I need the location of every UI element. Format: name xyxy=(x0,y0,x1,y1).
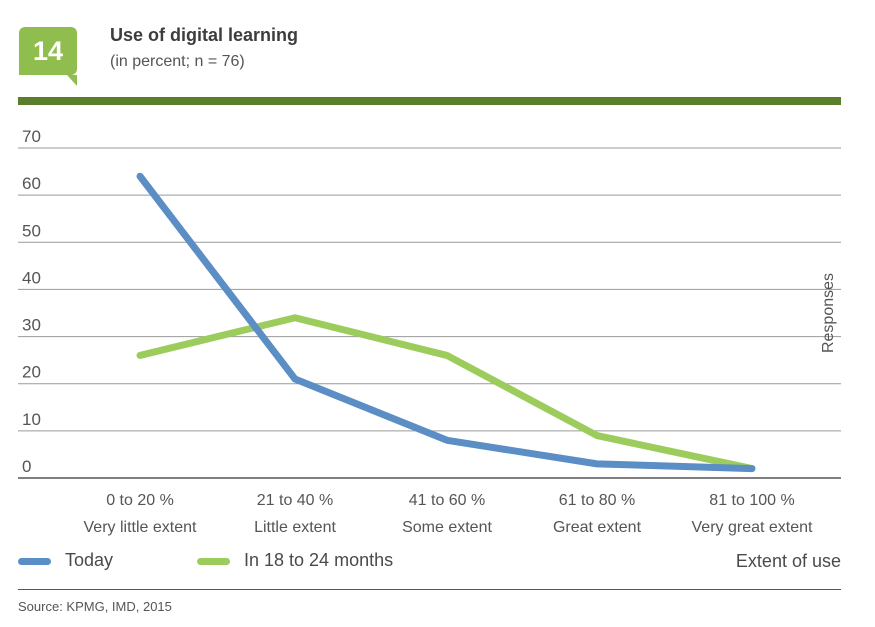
source-note: Source: KPMG, IMD, 2015 xyxy=(18,599,172,614)
legend-label-today: Today xyxy=(65,550,114,570)
chart-subtitle: (in percent; n = 76) xyxy=(110,53,245,70)
header-divider xyxy=(18,97,841,105)
y-tick-label-40: 40 xyxy=(22,268,41,287)
series-line-today xyxy=(136,172,756,473)
chart-title: Use of digital learning xyxy=(110,25,299,45)
x-tick-label-2: 41 to 60 % xyxy=(409,492,486,509)
x-axis-title: Extent of use xyxy=(735,551,841,571)
legend-label-future: In 18 to 24 months xyxy=(244,550,394,570)
y-axis-title: Responses xyxy=(820,273,837,353)
y-tick-label-20: 20 xyxy=(22,363,41,382)
x-tick-sublabel-2: Some extent xyxy=(402,519,492,536)
legend-item-today: Today xyxy=(18,550,113,571)
y-tick-label-60: 60 xyxy=(22,174,41,193)
x-tick-sublabel-0: Very little extent xyxy=(84,519,198,536)
x-tick-sublabel-1: Little extent xyxy=(254,519,336,536)
legend-swatch-today xyxy=(18,557,51,565)
x-tick-label-4: 81 to 100 % xyxy=(709,492,794,509)
series-line-future xyxy=(136,314,756,473)
y-tick-label-10: 10 xyxy=(22,410,41,429)
x-tick-sublabel-3: Great extent xyxy=(553,519,642,536)
legend-swatch-future xyxy=(197,557,230,565)
footer-divider xyxy=(18,589,841,590)
x-tick-sublabel-4: Very great extent xyxy=(692,519,814,536)
x-tick-label-3: 61 to 80 % xyxy=(559,492,636,509)
y-tick-label-50: 50 xyxy=(22,221,41,240)
y-tick-label-30: 30 xyxy=(22,316,41,335)
legend-item-future: In 18 to 24 months xyxy=(197,550,393,571)
figure-number-badge: 14 xyxy=(19,27,77,75)
x-tick-label-0: 0 to 20 % xyxy=(106,492,174,509)
y-tick-label-70: 70 xyxy=(22,127,41,146)
y-tick-label-0: 0 xyxy=(22,457,31,476)
x-tick-label-1: 21 to 40 % xyxy=(257,492,334,509)
badge-tail xyxy=(67,75,77,86)
